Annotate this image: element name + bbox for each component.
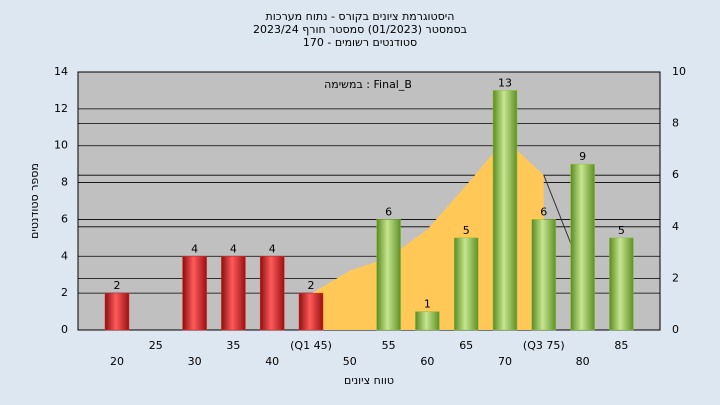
chart-title: סטודנטים רשומים - 170 bbox=[303, 36, 417, 49]
x-tick-label: 65 bbox=[459, 339, 473, 352]
bar bbox=[182, 256, 207, 331]
y-tick-label: 6 bbox=[61, 212, 68, 225]
bar bbox=[492, 90, 518, 331]
data-label: 2 bbox=[308, 279, 315, 292]
data-label: 5 bbox=[618, 224, 625, 237]
data-label: 6 bbox=[385, 205, 392, 218]
chart-title: בסמסטר (01/2023) סמסטר חורף 2023/24 bbox=[253, 23, 467, 36]
data-label: 4 bbox=[269, 242, 276, 255]
y-tick-label: 0 bbox=[61, 323, 68, 336]
y-tick-label: 14 bbox=[54, 65, 68, 78]
data-label: 6 bbox=[540, 205, 547, 218]
x-tick-label: (Q3 75) bbox=[523, 339, 565, 352]
y2-tick-label: 4 bbox=[672, 220, 679, 233]
data-label: 1 bbox=[424, 298, 431, 311]
y2-tick-label: 10 bbox=[672, 65, 686, 78]
bar bbox=[609, 237, 634, 331]
x-tick-label: 55 bbox=[382, 339, 396, 352]
y-tick-label: 2 bbox=[61, 286, 68, 299]
x-tick-label: 35 bbox=[226, 339, 240, 352]
area bbox=[311, 139, 544, 330]
x-tick-label: 60 bbox=[420, 355, 434, 368]
data-label: 4 bbox=[230, 242, 237, 255]
chart-title: היסטוגרמת ציונים בקורס - נתוח מערכות bbox=[266, 10, 455, 23]
x-tick-label: 80 bbox=[576, 355, 590, 368]
x-tick-label: 70 bbox=[498, 355, 512, 368]
x-tick-label: 20 bbox=[110, 355, 124, 368]
y-tick-label: 10 bbox=[54, 139, 68, 152]
bar bbox=[531, 219, 557, 331]
bar bbox=[298, 292, 324, 331]
y-axis-label: מספר סטודנטים bbox=[28, 163, 41, 239]
x-tick-label: 85 bbox=[614, 339, 628, 352]
x-axis-label: טווח ציונים bbox=[344, 374, 394, 387]
bar bbox=[259, 256, 285, 331]
y-tick-label: 12 bbox=[54, 102, 68, 115]
data-label: 4 bbox=[191, 242, 198, 255]
x-tick-label: 50 bbox=[343, 355, 357, 368]
bar bbox=[221, 256, 246, 331]
x-tick-label: (Q1 45) bbox=[290, 339, 332, 352]
y2-tick-label: 2 bbox=[672, 271, 679, 284]
data-label: 5 bbox=[463, 224, 470, 237]
y-tick-label: 4 bbox=[61, 249, 68, 262]
data-label: 13 bbox=[498, 76, 512, 89]
x-tick-label: 25 bbox=[149, 339, 163, 352]
annotation: במשימה : Final_B bbox=[324, 78, 412, 91]
x-tick-label: 30 bbox=[188, 355, 202, 368]
bar bbox=[104, 292, 130, 331]
data-label: 2 bbox=[114, 279, 121, 292]
bar bbox=[415, 311, 440, 331]
y-tick-label: 8 bbox=[61, 176, 68, 189]
y2-tick-label: 6 bbox=[672, 168, 679, 181]
bar bbox=[453, 237, 479, 331]
bar bbox=[376, 219, 401, 331]
bar bbox=[570, 163, 595, 331]
y2-tick-label: 0 bbox=[672, 323, 679, 336]
x-tick-label: 40 bbox=[265, 355, 279, 368]
data-label: 9 bbox=[579, 150, 586, 163]
y2-tick-label: 8 bbox=[672, 117, 679, 130]
